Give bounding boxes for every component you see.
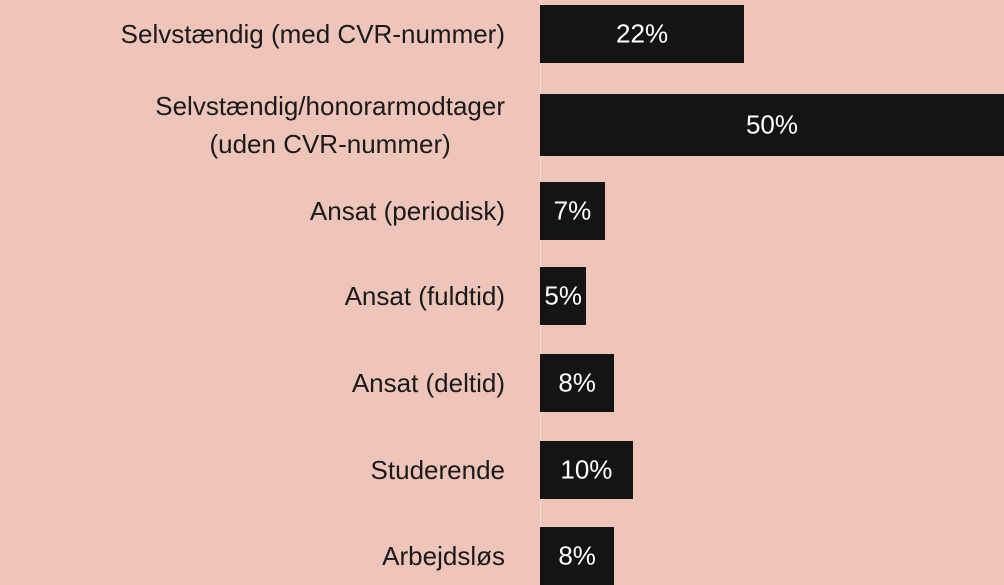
value-label: 10% (560, 454, 613, 485)
category-label: Arbejdsløs (382, 541, 505, 571)
value-label: 22% (616, 18, 669, 49)
value-label: 50% (745, 109, 799, 140)
bar (540, 527, 615, 585)
category-label: Ansat (deltid) (351, 368, 505, 398)
value-label: 8% (558, 367, 596, 398)
value-label: 5% (544, 280, 582, 311)
bar (540, 267, 587, 325)
bar (540, 5, 745, 63)
value-label: 8% (558, 540, 596, 571)
category-label: Ansat (periodisk) (309, 196, 505, 226)
bar (540, 441, 633, 499)
category-label: Selvstændig/honorarmodtager (uden CVR-nu… (155, 91, 505, 159)
category-label: Studerende (370, 455, 505, 485)
category-label: Ansat (fuldtid) (344, 281, 505, 311)
bar (540, 182, 605, 240)
category-label: Selvstændig (med CVR-nummer) (120, 19, 505, 49)
bar (540, 94, 1004, 156)
bar (540, 354, 615, 412)
value-label: 7% (553, 195, 592, 226)
